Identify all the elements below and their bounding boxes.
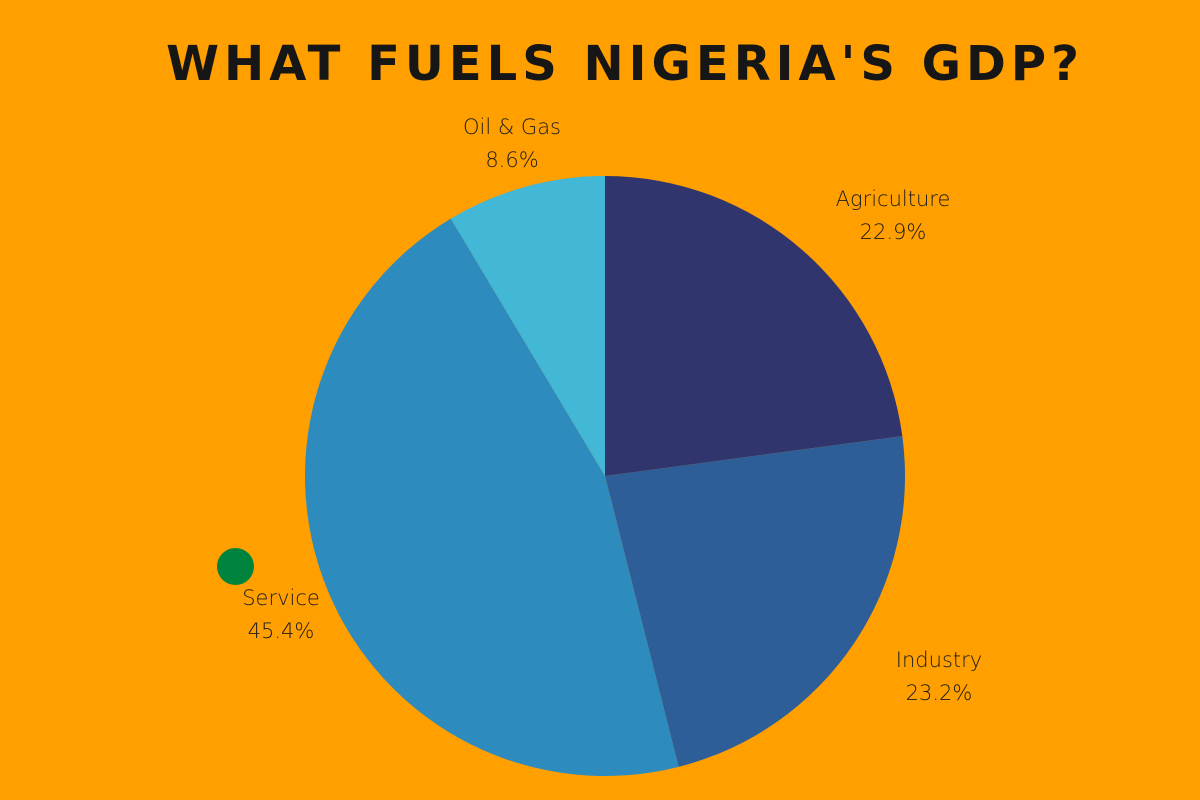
slice-name: Agriculture bbox=[835, 187, 951, 211]
pie-slice-oil-gas bbox=[450, 176, 605, 476]
slice-name: Industry bbox=[895, 648, 983, 672]
slice-value: 22.9% bbox=[859, 220, 927, 244]
slice-name: Service bbox=[242, 586, 320, 610]
slice-name: Oil & Gas bbox=[462, 115, 562, 139]
chart-title: WHAT FUELS NIGERIA'S GDP? bbox=[166, 36, 1084, 92]
slice-value: 45.4% bbox=[247, 619, 315, 643]
slice-label: Oil & Gas 8.6% bbox=[463, 111, 561, 177]
slice-label: Industry 23.2% bbox=[896, 644, 982, 710]
slice-value: 8.6% bbox=[485, 148, 539, 172]
green-dot-marker bbox=[217, 548, 254, 585]
pie-slice-industry bbox=[605, 436, 906, 767]
slice-label: Service 45.4% bbox=[242, 582, 320, 648]
slice-value: 23.2% bbox=[905, 681, 973, 705]
slice-label: Agriculture 22.9% bbox=[836, 183, 951, 249]
pie-slice-agriculture bbox=[605, 176, 903, 476]
pie-slice-service bbox=[305, 218, 679, 776]
